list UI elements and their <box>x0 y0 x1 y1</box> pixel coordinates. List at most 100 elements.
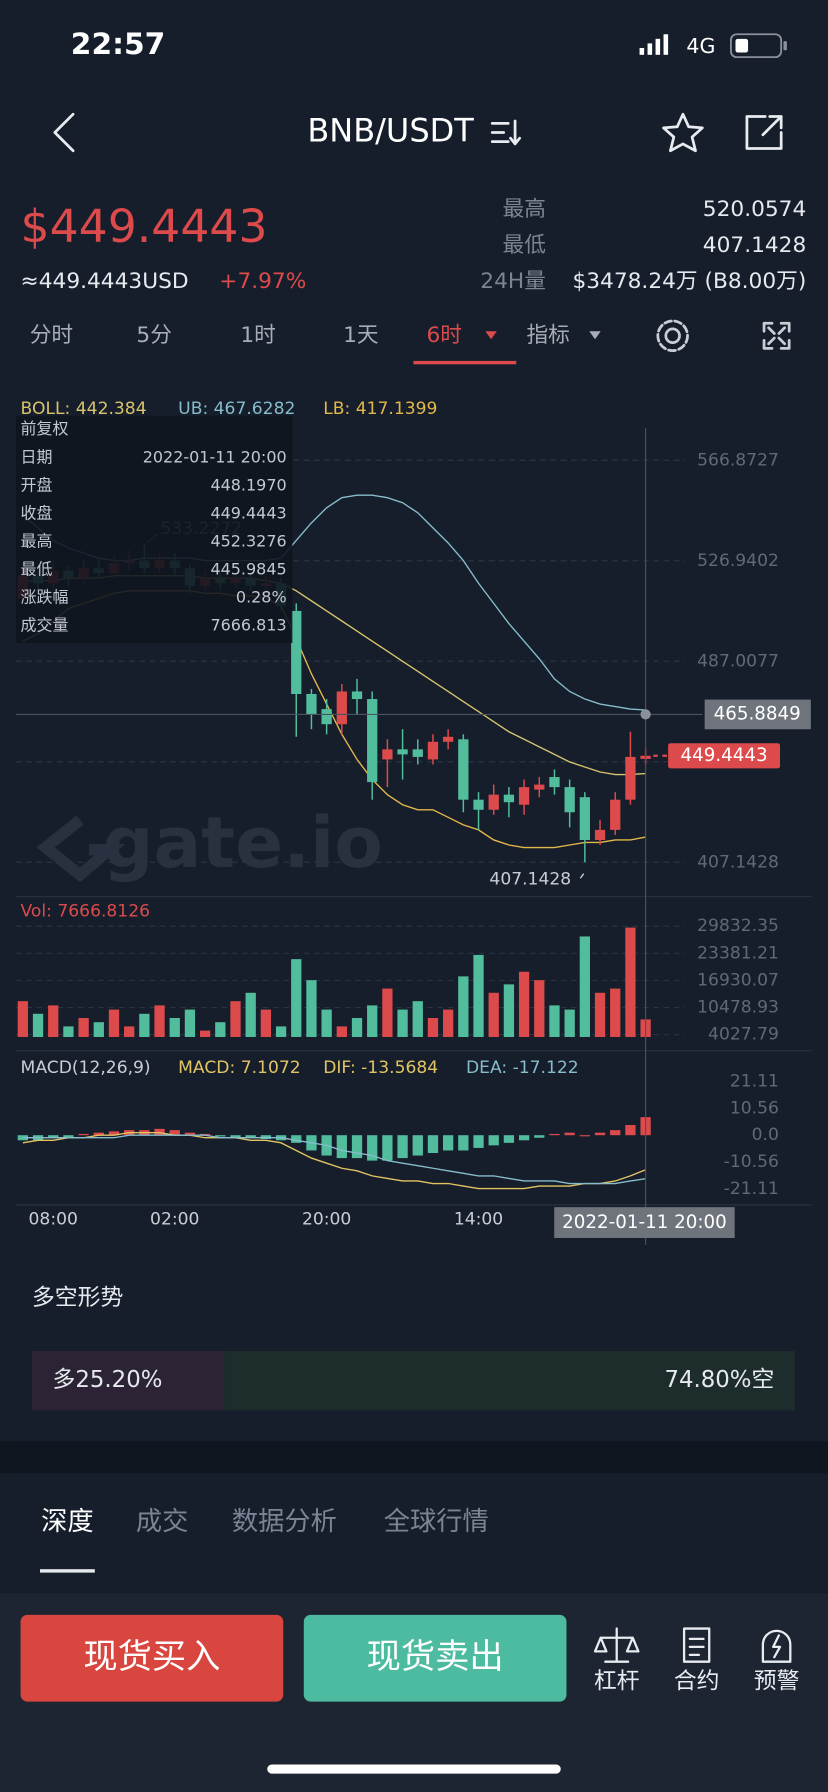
crosshair-box <box>704 699 811 730</box>
switch-icon[interactable] <box>490 119 522 146</box>
pair-title[interactable]: BNB/USDT <box>307 111 474 149</box>
macd-bar <box>367 1135 378 1161</box>
candle-body <box>625 756 636 800</box>
y-tick-label: 526.9402 <box>697 551 779 571</box>
x-tick-label: 08:00 <box>29 1210 78 1230</box>
candle-body <box>427 741 439 760</box>
volume-bar <box>321 1009 332 1037</box>
interval-tab[interactable]: 1时 <box>240 323 276 348</box>
tooltip-value: 448.1970 <box>210 475 286 494</box>
candle-body <box>367 699 378 783</box>
buy-label[interactable]: 现货买入 <box>83 1637 220 1677</box>
macd-bar <box>78 1133 89 1136</box>
margin-icon[interactable] <box>593 1627 640 1663</box>
candle-body <box>397 749 408 755</box>
sell-label[interactable]: 现货卖出 <box>367 1637 504 1677</box>
candle-body <box>473 799 484 810</box>
tooltip-label: 日期 <box>21 447 53 466</box>
tooltip-value: 7666.813 <box>210 615 286 634</box>
last-price-label: 449.4443 <box>680 745 767 766</box>
clock: 22:57 <box>71 27 165 62</box>
tab[interactable]: 全球行情 <box>384 1507 489 1537</box>
macd-bar <box>169 1130 180 1136</box>
tooltip-label: 最高 <box>21 531 53 550</box>
tool-label[interactable]: 合约 <box>674 1669 720 1695</box>
tab-underline <box>39 1569 95 1573</box>
candle-body <box>321 709 332 725</box>
volume-bar <box>93 1022 104 1037</box>
contract-icon[interactable] <box>682 1627 711 1663</box>
tab[interactable]: 深度 <box>41 1507 94 1537</box>
stat-value: 520.0574 <box>703 197 806 222</box>
tool-label[interactable]: 预警 <box>754 1669 800 1695</box>
macd-bar <box>412 1135 423 1156</box>
tab[interactable]: 数据分析 <box>232 1507 337 1537</box>
fullscreen-button[interactable] <box>762 321 791 350</box>
macd-bar <box>382 1135 393 1161</box>
tooltip-value: 0.28% <box>236 587 287 606</box>
buy-button[interactable] <box>20 1614 284 1702</box>
volume-bar <box>306 980 317 1037</box>
tooltip-label: 成交量 <box>21 615 69 634</box>
y-tick-label: 21.11 <box>730 1072 779 1092</box>
bottom-tabs: 深度 成交 数据分析 全球行情 <box>39 1507 489 1573</box>
stat-label: 最低 <box>503 233 546 258</box>
tooltip-label: 涨跌幅 <box>21 587 69 606</box>
sell-button[interactable] <box>303 1614 567 1702</box>
macd-bar <box>473 1135 484 1148</box>
macd-bar <box>245 1135 256 1138</box>
crosshair-dot <box>640 709 651 720</box>
legend-entry: LB: 417.1399 <box>323 399 437 419</box>
long-label: 多25.20% <box>53 1367 163 1393</box>
interval-tab[interactable]: 5分 <box>136 323 172 348</box>
volume-bar <box>336 1026 347 1037</box>
tooltip-title: 前复权 <box>21 419 69 438</box>
macd-bar <box>488 1135 499 1146</box>
battery-icon <box>730 33 787 59</box>
interval-tab[interactable]: 指标 <box>526 323 569 348</box>
watermark: gate.io <box>36 801 383 884</box>
volume-bar <box>108 1009 120 1037</box>
volume-bar <box>518 971 530 1037</box>
macd-title: MACD(12,26,9) <box>21 1058 151 1078</box>
x-tick-label: 14:00 <box>454 1210 503 1230</box>
volume-bar <box>78 1018 89 1037</box>
macd-bar <box>458 1135 469 1151</box>
settings-button[interactable] <box>656 319 689 352</box>
interval-tab[interactable]: 分时 <box>30 323 73 348</box>
y-tick-label: -21.11 <box>724 1179 779 1199</box>
tab[interactable]: 成交 <box>136 1507 189 1537</box>
volume-bar <box>291 959 302 1037</box>
volume-bar <box>230 1001 241 1037</box>
volume-bar <box>63 1026 74 1037</box>
y-tick-label: 29832.35 <box>697 916 779 936</box>
y-tick-label: 10478.93 <box>697 998 779 1018</box>
macd-bar <box>397 1135 408 1159</box>
macd-bar <box>427 1135 439 1154</box>
home-indicator <box>267 1764 561 1774</box>
tool-label[interactable]: 杠杆 <box>594 1669 640 1695</box>
alert-icon[interactable] <box>761 1629 792 1663</box>
interval-tab[interactable]: 1天 <box>343 323 379 348</box>
volume-bar <box>48 1005 59 1037</box>
tooltip-value: 445.9845 <box>210 559 286 578</box>
candle-body <box>306 693 317 715</box>
share-button[interactable] <box>745 115 783 150</box>
volume-bar <box>139 1013 150 1037</box>
candle-body <box>351 691 363 700</box>
y-tick-label: 407.1428 <box>697 852 779 872</box>
volume-bar <box>124 1026 135 1037</box>
volume-bar <box>625 927 636 1037</box>
favorite-button[interactable] <box>662 112 704 153</box>
back-button[interactable] <box>53 112 75 153</box>
macd-bar <box>93 1132 104 1136</box>
volume-bar <box>443 1009 454 1037</box>
interval-tab[interactable]: 6时 <box>427 323 463 348</box>
macd-bar <box>503 1135 515 1143</box>
candle-body <box>518 787 530 805</box>
tools: 杠杆 合约 预警 <box>594 1669 800 1695</box>
volume-bar <box>594 992 606 1037</box>
volume-bar <box>458 976 469 1037</box>
